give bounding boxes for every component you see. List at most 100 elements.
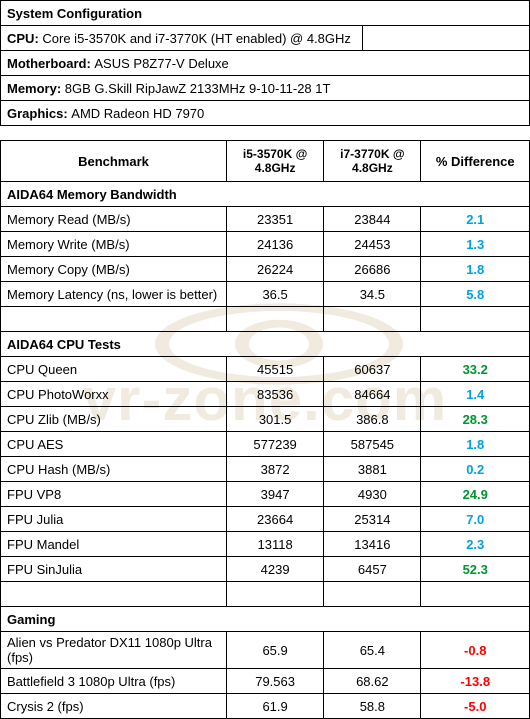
bench-name: Battlefield 3 1080p Ultra (fps) bbox=[1, 669, 227, 694]
bench-diff: 7.0 bbox=[421, 507, 530, 532]
bench-row: Crysis 2 (fps)61.958.8-5.0 bbox=[1, 694, 530, 719]
bench-diff: 5.8 bbox=[421, 282, 530, 307]
bench-value-2: 24453 bbox=[324, 232, 421, 257]
bench-value-1: 79.563 bbox=[226, 669, 323, 694]
section-header-row: AIDA64 CPU Tests bbox=[1, 332, 530, 357]
bench-diff: 1.8 bbox=[421, 432, 530, 457]
bench-name: Alien vs Predator DX11 1080p Ultra (fps) bbox=[1, 632, 227, 669]
bench-name: Memory Read (MB/s) bbox=[1, 207, 227, 232]
bench-diff: -13.8 bbox=[421, 669, 530, 694]
config-row: Motherboard: ASUS P8Z77-V Deluxe bbox=[1, 51, 530, 76]
bench-diff: 1.4 bbox=[421, 382, 530, 407]
bench-value-1: 3947 bbox=[226, 482, 323, 507]
config-cell: Graphics: AMD Radeon HD 7970 bbox=[1, 101, 530, 126]
bench-header-row: Benchmark i5-3570K @ 4.8GHz i7-3770K @ 4… bbox=[1, 141, 530, 182]
blank-row bbox=[1, 582, 530, 607]
bench-row: FPU Julia23664253147.0 bbox=[1, 507, 530, 532]
bench-diff: 2.3 bbox=[421, 532, 530, 557]
bench-diff: 2.1 bbox=[421, 207, 530, 232]
bench-value-2: 60637 bbox=[324, 357, 421, 382]
section-header-row: Gaming bbox=[1, 607, 530, 632]
bench-name: CPU Zlib (MB/s) bbox=[1, 407, 227, 432]
bench-row: Alien vs Predator DX11 1080p Ultra (fps)… bbox=[1, 632, 530, 669]
bench-name: FPU Mandel bbox=[1, 532, 227, 557]
bench-row: CPU PhotoWorxx83536846641.4 bbox=[1, 382, 530, 407]
bench-row: CPU Zlib (MB/s)301.5386.828.3 bbox=[1, 407, 530, 432]
bench-value-2: 6457 bbox=[324, 557, 421, 582]
bench-row: FPU Mandel13118134162.3 bbox=[1, 532, 530, 557]
config-row: Memory: 8GB G.Skill RipJawZ 2133MHz 9-10… bbox=[1, 76, 530, 101]
bench-name: CPU Hash (MB/s) bbox=[1, 457, 227, 482]
bench-row: Memory Copy (MB/s)26224266861.8 bbox=[1, 257, 530, 282]
bench-value-1: 301.5 bbox=[226, 407, 323, 432]
bench-name: CPU AES bbox=[1, 432, 227, 457]
section-header: AIDA64 CPU Tests bbox=[1, 332, 227, 357]
bench-value-2: 34.5 bbox=[324, 282, 421, 307]
bench-value-1: 83536 bbox=[226, 382, 323, 407]
bench-value-2: 25314 bbox=[324, 507, 421, 532]
bench-name: FPU Julia bbox=[1, 507, 227, 532]
bench-value-1: 23664 bbox=[226, 507, 323, 532]
bench-value-1: 36.5 bbox=[226, 282, 323, 307]
bench-value-1: 26224 bbox=[226, 257, 323, 282]
bench-name: CPU Queen bbox=[1, 357, 227, 382]
benchmark-table: Benchmark i5-3570K @ 4.8GHz i7-3770K @ 4… bbox=[0, 140, 530, 719]
bench-value-2: 23844 bbox=[324, 207, 421, 232]
bench-row: CPU AES5772395875451.8 bbox=[1, 432, 530, 457]
bench-name: Memory Write (MB/s) bbox=[1, 232, 227, 257]
bench-name: Memory Latency (ns, lower is better) bbox=[1, 282, 227, 307]
header-benchmark: Benchmark bbox=[1, 141, 227, 182]
bench-value-2: 386.8 bbox=[324, 407, 421, 432]
bench-value-2: 3881 bbox=[324, 457, 421, 482]
bench-name: FPU SinJulia bbox=[1, 557, 227, 582]
bench-diff: 33.2 bbox=[421, 357, 530, 382]
header-cpu2: i7-3770K @ 4.8GHz bbox=[324, 141, 421, 182]
bench-row: Memory Latency (ns, lower is better)36.5… bbox=[1, 282, 530, 307]
bench-value-1: 4239 bbox=[226, 557, 323, 582]
bench-diff: -5.0 bbox=[421, 694, 530, 719]
bench-value-1: 45515 bbox=[226, 357, 323, 382]
section-header: Gaming bbox=[1, 607, 227, 632]
bench-row: CPU Hash (MB/s)387238810.2 bbox=[1, 457, 530, 482]
section-header-row: AIDA64 Memory Bandwidth bbox=[1, 182, 530, 207]
bench-value-2: 65.4 bbox=[324, 632, 421, 669]
bench-value-1: 24136 bbox=[226, 232, 323, 257]
bench-diff: 0.2 bbox=[421, 457, 530, 482]
bench-row: Battlefield 3 1080p Ultra (fps)79.56368.… bbox=[1, 669, 530, 694]
bench-value-1: 61.9 bbox=[226, 694, 323, 719]
bench-value-1: 3872 bbox=[226, 457, 323, 482]
bench-name: FPU VP8 bbox=[1, 482, 227, 507]
config-cell: Motherboard: ASUS P8Z77-V Deluxe bbox=[1, 51, 530, 76]
bench-row: FPU VP83947493024.9 bbox=[1, 482, 530, 507]
bench-row: Memory Write (MB/s)24136244531.3 bbox=[1, 232, 530, 257]
system-config-table: System Configuration CPU: Core i5-3570K … bbox=[0, 0, 530, 126]
bench-diff: 52.3 bbox=[421, 557, 530, 582]
bench-diff: 28.3 bbox=[421, 407, 530, 432]
bench-row: CPU Queen455156063733.2 bbox=[1, 357, 530, 382]
bench-row: Memory Read (MB/s)23351238442.1 bbox=[1, 207, 530, 232]
bench-value-1: 23351 bbox=[226, 207, 323, 232]
blank-row bbox=[1, 307, 530, 332]
header-cpu1: i5-3570K @ 4.8GHz bbox=[226, 141, 323, 182]
bench-value-2: 26686 bbox=[324, 257, 421, 282]
bench-diff: -0.8 bbox=[421, 632, 530, 669]
bench-value-1: 13118 bbox=[226, 532, 323, 557]
header-diff: % Difference bbox=[421, 141, 530, 182]
bench-row: FPU SinJulia4239645752.3 bbox=[1, 557, 530, 582]
bench-diff: 1.8 bbox=[421, 257, 530, 282]
bench-value-2: 587545 bbox=[324, 432, 421, 457]
section-header: AIDA64 Memory Bandwidth bbox=[1, 182, 227, 207]
bench-value-2: 58.8 bbox=[324, 694, 421, 719]
config-blank-cell bbox=[362, 26, 529, 51]
config-row: CPU: Core i5-3570K and i7-3770K (HT enab… bbox=[1, 26, 530, 51]
bench-value-2: 13416 bbox=[324, 532, 421, 557]
bench-diff: 1.3 bbox=[421, 232, 530, 257]
bench-value-2: 84664 bbox=[324, 382, 421, 407]
bench-name: Memory Copy (MB/s) bbox=[1, 257, 227, 282]
bench-name: CPU PhotoWorxx bbox=[1, 382, 227, 407]
bench-value-2: 68.62 bbox=[324, 669, 421, 694]
bench-name: Crysis 2 (fps) bbox=[1, 694, 227, 719]
bench-diff: 24.9 bbox=[421, 482, 530, 507]
config-row: Graphics: AMD Radeon HD 7970 bbox=[1, 101, 530, 126]
config-cell: Memory: 8GB G.Skill RipJawZ 2133MHz 9-10… bbox=[1, 76, 530, 101]
